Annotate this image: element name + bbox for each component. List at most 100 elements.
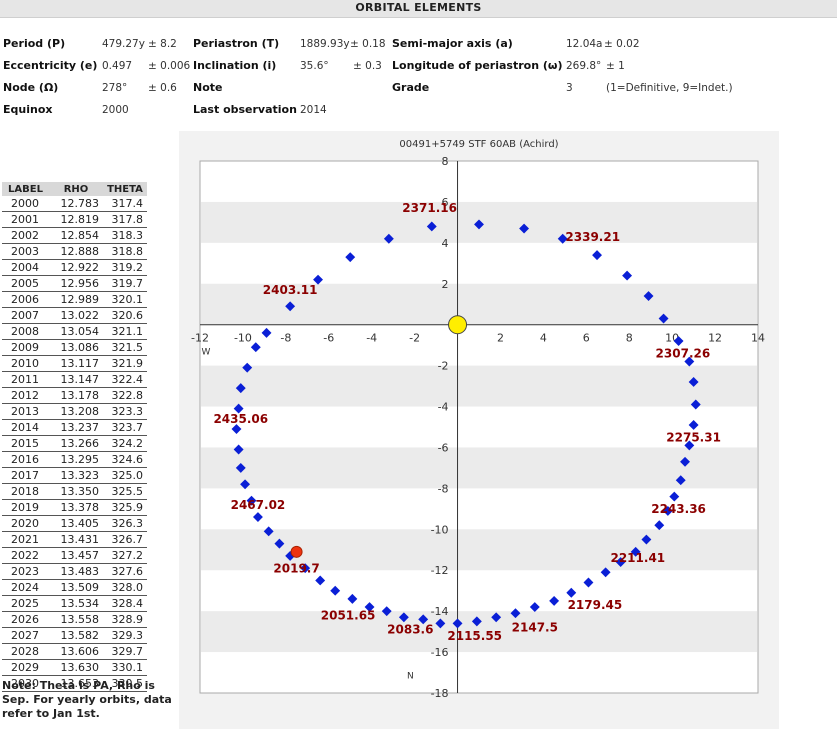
orbit-label: 2147.5 bbox=[512, 621, 558, 635]
axes bbox=[200, 161, 758, 693]
row-theta: 329.7 bbox=[103, 643, 147, 660]
row-label: 2006 bbox=[2, 291, 49, 308]
orbit-point bbox=[381, 606, 392, 617]
orbit-point bbox=[641, 534, 652, 545]
row-rho: 13.178 bbox=[49, 387, 103, 404]
x-tick-label: 6 bbox=[583, 332, 590, 345]
row-theta: 329.3 bbox=[103, 627, 147, 644]
row-theta: 326.7 bbox=[103, 531, 147, 548]
orbit-point bbox=[566, 587, 577, 598]
ephemeris-table: LABEL RHO THETA 2000 12.783 317.4 2001 12.81… bbox=[2, 182, 147, 692]
table-row: 2014 13.237 323.7 bbox=[2, 419, 147, 436]
row-rho: 13.266 bbox=[49, 435, 103, 452]
row-label: 2004 bbox=[2, 259, 49, 276]
semimajor-error: ± 0.02 bbox=[604, 38, 640, 50]
row-theta: 319.7 bbox=[103, 275, 147, 292]
row-label: 2013 bbox=[2, 403, 49, 420]
orbit-point bbox=[684, 440, 695, 451]
orbit-point bbox=[474, 219, 484, 230]
table-row: 2015 13.266 324.2 bbox=[2, 435, 147, 452]
grade-value: 3 bbox=[566, 82, 573, 94]
orbit-point bbox=[300, 563, 311, 574]
orbit-point bbox=[622, 270, 633, 281]
orbit-point bbox=[680, 456, 690, 467]
orbit-point bbox=[690, 399, 701, 410]
row-rho: 13.582 bbox=[49, 627, 103, 644]
row-label: 2009 bbox=[2, 339, 49, 356]
primary-star bbox=[448, 315, 468, 335]
row-rho: 13.147 bbox=[49, 371, 103, 388]
y-tick-label: -16 bbox=[431, 646, 449, 659]
orbit-point bbox=[313, 274, 323, 285]
row-rho: 13.295 bbox=[49, 451, 103, 468]
orbit-point bbox=[452, 618, 463, 629]
row-rho: 13.117 bbox=[49, 355, 103, 372]
y-tick-label: 4 bbox=[442, 237, 449, 250]
row-theta: 328.0 bbox=[103, 579, 147, 596]
orbit-point bbox=[529, 602, 540, 613]
row-theta: 318.8 bbox=[103, 243, 147, 260]
orbit-point bbox=[673, 336, 684, 347]
row-label: 2016 bbox=[2, 451, 49, 468]
orbit-point bbox=[615, 557, 626, 567]
row-label: 2011 bbox=[2, 371, 49, 388]
table-row: 2017 13.323 325.0 bbox=[2, 467, 147, 484]
orbit-point bbox=[315, 575, 326, 586]
orbit-point bbox=[510, 608, 521, 619]
row-label: 2027 bbox=[2, 627, 49, 644]
inclination-error: ± 0.3 bbox=[353, 60, 382, 72]
table-row: 2020 13.405 326.3 bbox=[2, 515, 147, 532]
row-theta: 325.5 bbox=[103, 483, 147, 500]
longitude-error: ± 1 bbox=[606, 60, 625, 72]
row-theta: 330.1 bbox=[103, 659, 147, 676]
grid-band bbox=[201, 611, 757, 653]
node-error: ± 0.6 bbox=[148, 82, 177, 94]
y-tick-label: -6 bbox=[438, 441, 449, 454]
orbit-label: 2083.6 bbox=[387, 623, 433, 637]
grade-info: (1=Definitive, 9=Indet.) bbox=[606, 82, 733, 94]
x-tick-label: -6 bbox=[323, 332, 334, 345]
row-theta: 320.6 bbox=[103, 307, 147, 324]
y-tick-label: -4 bbox=[438, 401, 449, 414]
orbit-label: 2467.02 bbox=[231, 498, 286, 512]
row-label: 2008 bbox=[2, 323, 49, 340]
note-label: Note bbox=[193, 81, 223, 94]
orbit-label: 2371.16 bbox=[402, 201, 457, 215]
longitude-value: 269.8° bbox=[566, 60, 602, 72]
row-label: 2020 bbox=[2, 515, 49, 532]
grade-label: Grade bbox=[392, 81, 430, 94]
row-rho: 13.208 bbox=[49, 403, 103, 420]
orbit-label: 2403.11 bbox=[263, 283, 318, 297]
west-marker: W bbox=[202, 348, 211, 358]
col-theta-header: THETA bbox=[103, 182, 147, 196]
grid-band bbox=[201, 365, 757, 407]
row-label: 2021 bbox=[2, 531, 49, 548]
orbit-point bbox=[246, 495, 257, 506]
x-tick-label: -8 bbox=[280, 332, 291, 345]
orbit-point bbox=[592, 250, 602, 261]
row-label: 2002 bbox=[2, 227, 49, 244]
row-label: 2003 bbox=[2, 243, 49, 260]
table-row: 2003 12.888 318.8 bbox=[2, 243, 147, 260]
row-theta: 328.9 bbox=[103, 611, 147, 628]
table-row: 2022 13.457 327.2 bbox=[2, 547, 147, 564]
equinox-value: 2000 bbox=[102, 104, 129, 116]
grid-band bbox=[201, 447, 757, 489]
table-row: 2010 13.117 321.9 bbox=[2, 355, 147, 372]
y-tick-label: -2 bbox=[438, 360, 449, 373]
orbit-plot-panel: -12 -10 -8 -6 -4 -2 2 4 6 8 10 12 14 -18 -16 -14 -12 -10-… bbox=[179, 131, 779, 729]
orbit-point bbox=[242, 362, 253, 373]
eccentricity-error: ± 0.006 bbox=[148, 60, 191, 72]
row-label: 2028 bbox=[2, 643, 49, 660]
row-theta: 324.6 bbox=[103, 451, 147, 468]
x-tick-label: -4 bbox=[366, 332, 377, 345]
section-title: ORBITAL ELEMENTS bbox=[355, 1, 482, 14]
row-rho: 12.922 bbox=[49, 259, 103, 276]
table-row: 2016 13.295 324.6 bbox=[2, 451, 147, 468]
orbit-point bbox=[426, 221, 437, 232]
row-label: 2012 bbox=[2, 387, 49, 404]
orbit-point bbox=[658, 313, 669, 324]
row-label: 2007 bbox=[2, 307, 49, 324]
table-row: 2005 12.956 319.7 bbox=[2, 275, 147, 292]
row-theta: 325.0 bbox=[103, 467, 147, 484]
